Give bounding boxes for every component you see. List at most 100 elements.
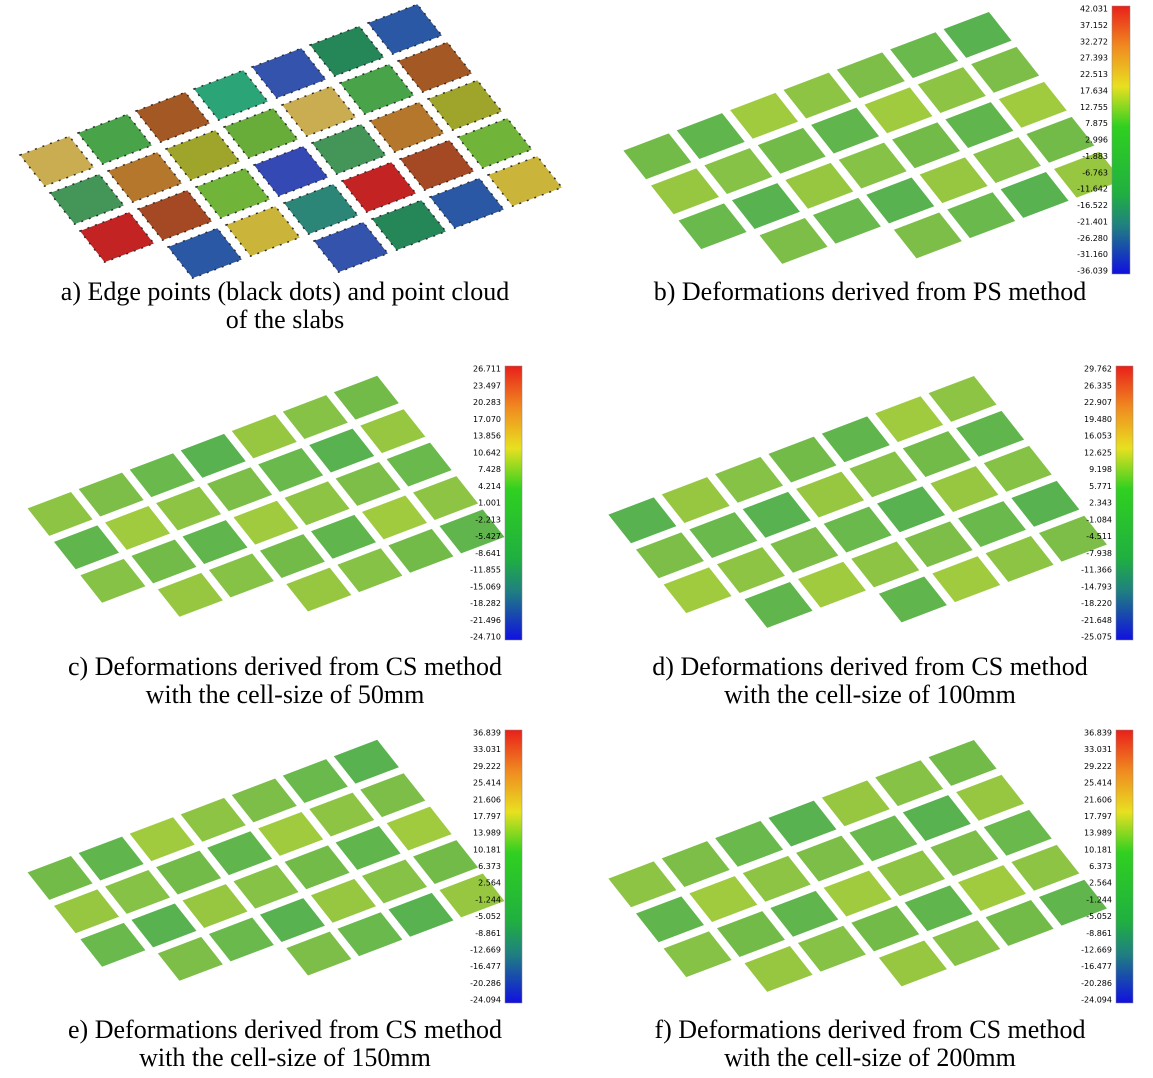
- colorbar-label: 6.373: [478, 862, 501, 871]
- slab: [849, 815, 917, 861]
- slab: [851, 542, 919, 588]
- caption: a) Edge points (black dots) and point cl…: [61, 277, 509, 306]
- slab: [337, 548, 402, 592]
- slab: [285, 845, 350, 889]
- colorbar-label: -36.039: [1077, 267, 1108, 276]
- colorbar-label: 7.875: [1085, 119, 1108, 128]
- slab: [849, 451, 917, 497]
- slab: [743, 492, 811, 538]
- colorbar-label: 21.606: [473, 795, 501, 804]
- colorbar-label: 36.839: [473, 729, 501, 738]
- slab: [905, 521, 973, 567]
- slab: [947, 192, 1015, 238]
- slab: [334, 740, 399, 784]
- slab: [956, 775, 1024, 821]
- slab: [309, 793, 374, 837]
- slab: [196, 168, 270, 218]
- slab: [875, 760, 943, 806]
- colorbar-label: 29.762: [1084, 365, 1112, 374]
- slab: [260, 898, 325, 942]
- slab: [28, 856, 93, 900]
- point-cloud: [28, 740, 505, 981]
- slab: [337, 912, 402, 956]
- slab: [131, 539, 196, 583]
- slab: [932, 920, 1000, 966]
- slab: [78, 114, 152, 164]
- slab: [785, 163, 853, 209]
- slab: [984, 810, 1052, 856]
- colorbar-label: -21.496: [470, 616, 501, 625]
- slab: [839, 143, 907, 189]
- slab: [283, 395, 348, 439]
- slab: [986, 900, 1054, 946]
- slab: [258, 448, 323, 492]
- caption: with the cell-size of 150mm: [139, 1043, 431, 1072]
- slab: [730, 93, 798, 139]
- slab: [1001, 172, 1069, 218]
- slab: [181, 798, 246, 842]
- slab: [28, 492, 93, 536]
- colorbar-label: -1.244: [1086, 895, 1112, 904]
- slab: [651, 168, 719, 214]
- colorbar-label: -21.648: [1081, 616, 1112, 625]
- slab: [929, 376, 997, 422]
- colorbar-label: 19.480: [1084, 415, 1112, 424]
- slab: [54, 889, 119, 933]
- slab: [636, 896, 704, 942]
- colorbar-label: -7.938: [1086, 549, 1112, 558]
- colorbar-label: 17.070: [473, 415, 501, 424]
- slab: [79, 837, 144, 881]
- colorbar-label: -4.511: [1086, 532, 1112, 541]
- slab: [285, 481, 350, 525]
- caption: of the slabs: [226, 305, 344, 334]
- slab: [783, 73, 851, 119]
- slab: [334, 376, 399, 420]
- slab: [105, 506, 170, 550]
- slab: [664, 567, 732, 613]
- slab: [944, 12, 1012, 58]
- slab: [971, 47, 1039, 93]
- slab: [311, 879, 376, 923]
- colorbar-label: -31.160: [1077, 250, 1108, 259]
- colorbar-label: -11.855: [470, 566, 501, 575]
- colorbar-label: 16.053: [1084, 432, 1112, 441]
- slab: [811, 108, 879, 154]
- slab: [717, 911, 785, 957]
- colorbar-label: 7.428: [478, 465, 501, 474]
- slab: [892, 122, 960, 168]
- slab: [158, 937, 223, 981]
- slab: [156, 487, 221, 531]
- colorbar-label: 1.001: [478, 499, 501, 508]
- colorbar-label: -16.477: [470, 962, 501, 971]
- colorbar-label: 4.214: [478, 482, 501, 491]
- colorbar-label: 2.996: [1085, 136, 1108, 145]
- slab: [387, 443, 452, 487]
- slab: [664, 931, 732, 977]
- colorbar-label: 12.625: [1084, 448, 1112, 457]
- slab: [362, 495, 427, 539]
- colorbar-label: -24.710: [470, 633, 501, 642]
- slab: [258, 812, 323, 856]
- colorbar-label: 27.393: [1080, 54, 1108, 63]
- slab: [398, 42, 472, 92]
- slab: [879, 577, 947, 623]
- colorbar-label: -8.861: [475, 929, 501, 938]
- slab: [837, 52, 905, 98]
- slab: [813, 198, 881, 244]
- slab: [999, 82, 1067, 128]
- colorbar-label: -16.522: [1077, 201, 1108, 210]
- colorbar-label: -20.286: [1081, 979, 1112, 988]
- colorbar-label: -18.282: [470, 599, 501, 608]
- slab: [166, 130, 240, 180]
- slab: [158, 573, 223, 617]
- slab: [760, 218, 828, 264]
- colorbar-label: -26.280: [1077, 234, 1108, 243]
- slab: [181, 434, 246, 478]
- slab: [822, 416, 890, 462]
- slab: [824, 507, 892, 553]
- slab: [458, 118, 532, 168]
- slab: [745, 582, 813, 628]
- slab: [136, 92, 210, 142]
- slab: [311, 515, 376, 559]
- colorbar-label: -5.427: [475, 532, 501, 541]
